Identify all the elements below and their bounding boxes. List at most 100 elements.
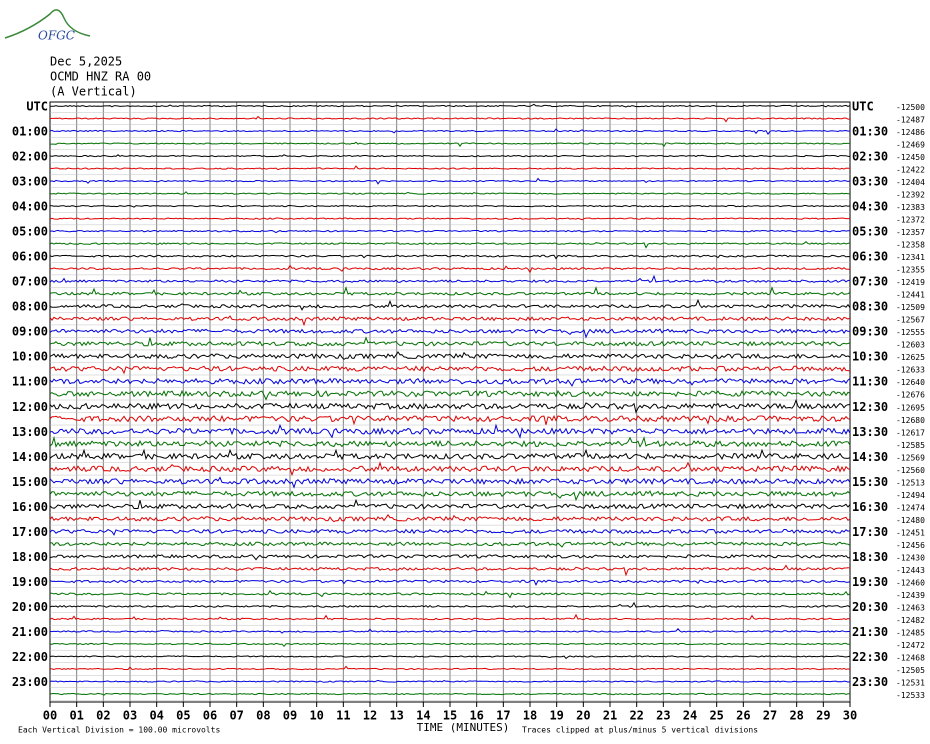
right-time-label: 18:30	[852, 550, 888, 564]
trace-offset: -12456	[896, 541, 925, 550]
trace	[49, 377, 851, 387]
left-time-label: 03:00	[12, 175, 48, 189]
clip-note: Traces clipped at plus/minus 5 vertical …	[522, 726, 758, 735]
trace	[49, 490, 851, 502]
right-time-label: 05:30	[852, 225, 888, 239]
trace-offset: -12357	[896, 228, 925, 237]
trace	[49, 628, 850, 634]
left-time-label: 19:00	[12, 575, 48, 589]
trace	[49, 328, 851, 339]
right-time-label: 09:30	[852, 325, 888, 339]
x-tick-label: 05	[176, 709, 190, 723]
trace-offset: -12555	[896, 328, 925, 337]
trace	[49, 336, 851, 347]
x-tick-label: 06	[203, 709, 217, 723]
trace	[49, 241, 851, 249]
right-time-label: 14:30	[852, 450, 888, 464]
right-time-label: 19:30	[852, 575, 888, 589]
trace	[49, 351, 851, 360]
left-time-label: 22:00	[12, 650, 48, 664]
trace-offset: -12509	[896, 303, 925, 312]
trace-offset: -12500	[896, 103, 925, 112]
trace	[49, 217, 850, 221]
left-time-label: 23:00	[12, 675, 48, 689]
trace	[49, 298, 851, 311]
trace-offset: -12567	[896, 316, 925, 325]
x-tick-label: 15	[443, 709, 457, 723]
trace	[49, 601, 851, 608]
trace-offset: -12505	[896, 666, 925, 675]
trace-offset: -12603	[896, 341, 925, 350]
trace	[49, 692, 850, 696]
trace-offset: -12585	[896, 441, 925, 450]
x-tick-label: 29	[816, 709, 830, 723]
left-time-label: 15:00	[12, 475, 48, 489]
trace-offset: -12439	[896, 591, 925, 600]
left-time-label: 05:00	[12, 225, 48, 239]
right-time-label: 12:30	[852, 400, 888, 414]
left-time-label: 02:00	[12, 150, 48, 164]
left-time-label: 08:00	[12, 300, 48, 314]
right-time-label: 17:30	[852, 525, 888, 539]
x-tick-label: 11	[336, 709, 350, 723]
left-time-label: 04:00	[12, 200, 48, 214]
trace-offset: -12443	[896, 566, 925, 575]
trace	[49, 128, 851, 136]
trace-offset: -12460	[896, 578, 925, 587]
left-time-label: 06:00	[12, 250, 48, 264]
trace	[49, 514, 851, 523]
right-time-label: 06:30	[852, 250, 888, 264]
left-time-label: 20:00	[12, 600, 48, 614]
left-time-label: 17:00	[12, 525, 48, 539]
right-time-label: 13:30	[852, 425, 888, 439]
x-tick-label: 23	[656, 709, 670, 723]
x-tick-label: 24	[683, 709, 697, 723]
trace	[49, 655, 851, 660]
right-time-label: 02:30	[852, 150, 888, 164]
division-note: Each Vertical Division = 100.00 microvol…	[18, 726, 220, 735]
trace	[49, 274, 851, 284]
left-time-label: 12:00	[12, 400, 48, 414]
trace	[49, 461, 851, 477]
right-time-label: 01:30	[852, 125, 888, 139]
trace-offset: -12487	[896, 116, 925, 125]
trace	[49, 528, 851, 536]
right-time-label: UTC	[852, 100, 874, 114]
left-time-label: 10:00	[12, 350, 48, 364]
trace	[49, 554, 851, 561]
trace-offset: -12485	[896, 628, 925, 637]
trace	[49, 191, 850, 195]
x-axis-title: TIME (MINUTES)	[417, 721, 510, 734]
x-tick-label: 25	[709, 709, 723, 723]
trace	[49, 264, 851, 274]
x-tick-label: 30	[843, 709, 857, 723]
right-time-label: 21:30	[852, 625, 888, 639]
left-time-label: 01:00	[12, 125, 48, 139]
left-time-label: 16:00	[12, 500, 48, 514]
x-tick-label: 22	[629, 709, 643, 723]
trace	[49, 154, 851, 158]
trace-offset: -12533	[896, 691, 925, 700]
trace-offset: -12633	[896, 366, 925, 375]
trace	[49, 448, 851, 461]
trace-offset: -12383	[896, 203, 925, 212]
trace-offset: -12474	[896, 503, 925, 512]
x-tick-label: 20	[576, 709, 590, 723]
x-tick-label: 04	[149, 709, 163, 723]
left-time-label: 18:00	[12, 550, 48, 564]
trace	[49, 389, 851, 401]
right-time-label: 23:30	[852, 675, 888, 689]
trace-offset: -12680	[896, 416, 925, 425]
trace-offset: -12422	[896, 166, 925, 175]
trace-offset: -12494	[896, 491, 925, 500]
trace-offset: -12468	[896, 653, 925, 662]
x-tick-label: 03	[123, 709, 137, 723]
trace-offset: -12695	[896, 403, 925, 412]
date: Dec 5,2025	[50, 55, 122, 69]
trace	[49, 435, 851, 448]
trace	[49, 414, 851, 426]
trace-offset: -12341	[896, 253, 925, 262]
x-tick-label: 21	[603, 709, 617, 723]
